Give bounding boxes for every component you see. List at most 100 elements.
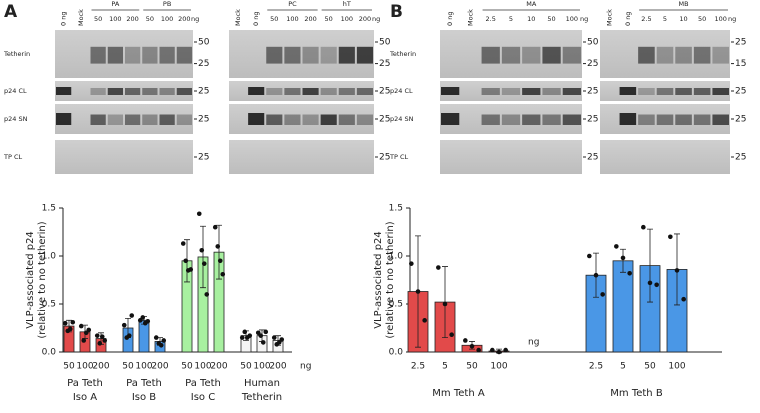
y-tick-label: 1.0: [42, 252, 57, 262]
blot-band: [619, 87, 637, 95]
data-point: [681, 296, 686, 302]
marker-label: 25: [587, 87, 598, 97]
blot-image: [229, 81, 374, 101]
marker-label: 25: [587, 59, 598, 69]
data-point: [220, 271, 226, 277]
marker-label: 25: [379, 59, 390, 69]
data-point: [641, 224, 646, 230]
data-point: [215, 244, 221, 249]
lane-label: 0 ng: [446, 12, 454, 26]
blot-band: [107, 88, 123, 95]
blot-band: [56, 113, 72, 125]
data-point: [463, 338, 468, 343]
lane-label: 2.5: [486, 15, 496, 23]
marker-label: 15: [735, 59, 746, 69]
data-point: [97, 341, 103, 346]
marker-label: 25: [198, 115, 209, 125]
blot-band: [356, 46, 373, 64]
group-label: Mm Teth B: [610, 388, 663, 399]
data-point: [201, 261, 207, 266]
blot-band: [159, 114, 175, 125]
data-point: [153, 335, 159, 340]
unit-label: ng: [372, 15, 380, 23]
lane-label: 100: [161, 15, 173, 23]
row-label: p24 SN: [390, 115, 414, 123]
row-label: p24 CL: [4, 87, 27, 95]
blot-band: [90, 88, 106, 95]
data-point: [199, 247, 205, 253]
y-tick-label: 1.0: [389, 252, 404, 262]
x-tick-label: 100: [253, 362, 270, 372]
lane-label: 100: [566, 15, 578, 23]
blot-band: [522, 88, 541, 95]
blot-band: [142, 114, 158, 125]
blot-band: [302, 114, 319, 125]
blot-band: [320, 88, 337, 95]
blot-band: [619, 113, 637, 125]
x-tick-label: 100: [194, 362, 211, 372]
blot-band: [656, 46, 674, 64]
blot-band: [712, 114, 729, 125]
x-tick-label: 5: [442, 362, 448, 372]
lane-label: 100: [341, 15, 353, 23]
blot-band: [90, 114, 106, 125]
x-tick-label: 200: [92, 362, 109, 372]
blot-band: [638, 88, 655, 95]
marker-label: 25: [587, 153, 598, 163]
blot-band: [266, 114, 283, 125]
marker-label: 50: [198, 38, 210, 48]
blot-band: [266, 46, 283, 64]
data-point: [81, 338, 87, 343]
error-bar: [216, 224, 222, 280]
data-point: [263, 329, 269, 335]
x-tick-label: 50: [181, 362, 193, 372]
blot-band: [176, 46, 192, 64]
blot-band: [638, 46, 655, 64]
data-point: [620, 255, 626, 261]
y-tick-label: 0.0: [42, 348, 57, 358]
data-point: [70, 319, 76, 325]
lane-label: 200: [178, 15, 190, 23]
y-axis-label: VLP-associated p24: [373, 231, 384, 329]
blot-band: [320, 46, 337, 64]
blot-band: [142, 46, 158, 64]
y-tick-label: 1.5: [42, 204, 56, 214]
blot-band: [542, 46, 561, 64]
blot-band: [522, 46, 541, 64]
lane-label: 200: [304, 15, 316, 23]
blot-image: [600, 140, 730, 174]
lane-label: 50: [547, 15, 555, 23]
blot-band: [125, 46, 141, 64]
row-label: TP CL: [3, 153, 22, 161]
blot-band: [675, 46, 692, 64]
blot-band: [562, 114, 581, 125]
blot-band: [441, 113, 460, 125]
blot-band: [562, 88, 581, 95]
blot-band: [356, 114, 373, 125]
row-label: TP CL: [389, 153, 408, 161]
marker-label: 25: [735, 153, 746, 163]
blot-band: [56, 87, 72, 95]
data-point: [161, 338, 167, 343]
blot-band: [441, 87, 460, 95]
y-axis-label: VLP-associated p24: [25, 231, 36, 329]
blot-band: [542, 88, 561, 95]
group-label: Iso B: [132, 392, 156, 403]
lane-label: Mock: [234, 9, 242, 26]
lane-label: 50: [146, 15, 154, 23]
blot-band: [562, 46, 581, 64]
blot-band: [481, 88, 500, 95]
marker-label: 25: [735, 87, 746, 97]
data-point: [409, 261, 414, 266]
x-tick-label: 100: [668, 362, 685, 372]
marker-label: 25: [379, 153, 390, 163]
blot-band: [266, 88, 283, 95]
data-point: [204, 292, 210, 297]
blot-band: [90, 46, 106, 64]
data-point: [145, 318, 151, 324]
data-point: [587, 253, 592, 259]
blot-image: [440, 140, 582, 174]
data-point: [442, 301, 448, 307]
data-point: [449, 332, 454, 338]
y-tick-label: 0.5: [389, 300, 403, 310]
